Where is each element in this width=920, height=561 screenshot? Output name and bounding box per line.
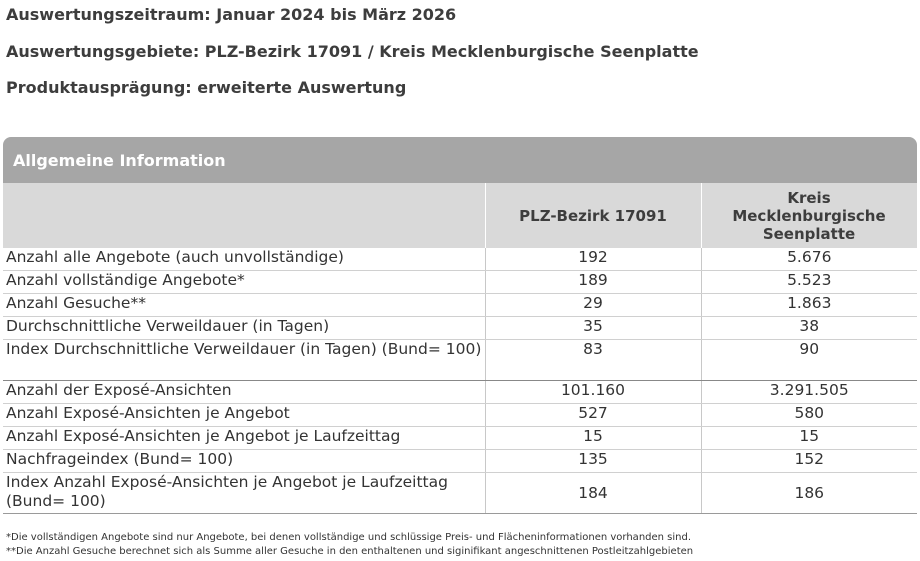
plz-value: 527 (484, 403, 701, 427)
row-label: Index Durchschnittliche Verweildauer (in… (3, 339, 485, 381)
plz-value: 184 (484, 472, 701, 514)
kreis-value: 186 (700, 472, 917, 514)
table-header-row: PLZ-Bezirk 17091 Kreis Mecklenburgische … (3, 183, 917, 248)
kreis-value: 15 (700, 426, 917, 450)
table-row: Anzahl Gesuche** 29 1.863 (3, 293, 917, 317)
row-label: Anzahl Exposé-Ansichten je Angebot (3, 403, 485, 427)
header-cell-plz: PLZ-Bezirk 17091 (485, 183, 702, 248)
footnote-complete-offers: *Die vollständigen Angebote sind nur Ang… (6, 532, 692, 543)
general-information-panel: Allgemeine Information PLZ-Bezirk 17091 … (3, 137, 917, 528)
plz-value: 35 (484, 316, 701, 340)
table-row: Index Durchschnittliche Verweildauer (in… (3, 339, 917, 381)
row-label: Anzahl vollständige Angebote* (3, 270, 485, 294)
plz-value: 29 (484, 293, 701, 317)
kreis-value: 152 (700, 449, 917, 473)
kreis-value: 5.523 (700, 270, 917, 294)
kreis-value: 90 (700, 339, 917, 381)
header-cell-kreis: Kreis Mecklenburgische Seenplatte (701, 183, 917, 248)
kreis-value: 1.863 (700, 293, 917, 317)
plz-value: 101.160 (484, 380, 701, 404)
plz-value: 189 (484, 270, 701, 294)
row-label: Anzahl Exposé-Ansichten je Angebot je La… (3, 426, 485, 450)
evaluation-period: Auswertungszeitraum: Januar 2024 bis Mär… (6, 5, 457, 24)
plz-value: 83 (484, 339, 701, 381)
panel-title: Allgemeine Information (3, 137, 917, 183)
table-row: Nachfrageindex (Bund= 100) 135 152 (3, 449, 917, 473)
kreis-value: 580 (700, 403, 917, 427)
kreis-value: 5.676 (700, 248, 917, 271)
plz-value: 135 (484, 449, 701, 473)
table-row: Anzahl vollständige Angebote* 189 5.523 (3, 270, 917, 294)
header-cell-label (3, 183, 486, 248)
product-variant: Produktausprägung: erweiterte Auswertung (6, 78, 407, 97)
row-label: Anzahl Gesuche** (3, 293, 485, 317)
table-row: Index Anzahl Exposé-Ansichten je Angebot… (3, 472, 917, 514)
general-information-table: PLZ-Bezirk 17091 Kreis Mecklenburgische … (3, 183, 917, 514)
evaluation-areas: Auswertungsgebiete: PLZ-Bezirk 17091 / K… (6, 42, 699, 61)
row-label: Nachfrageindex (Bund= 100) (3, 449, 485, 473)
table-row: Anzahl Exposé-Ansichten je Angebot je La… (3, 426, 917, 450)
row-label: Durchschnittliche Verweildauer (in Tagen… (3, 316, 485, 340)
table-row: Anzahl Exposé-Ansichten je Angebot 527 5… (3, 403, 917, 427)
plz-value: 15 (484, 426, 701, 450)
table-row: Anzahl alle Angebote (auch unvollständig… (3, 248, 917, 271)
kreis-value: 38 (700, 316, 917, 340)
plz-value: 192 (484, 248, 701, 271)
table-row: Durchschnittliche Verweildauer (in Tagen… (3, 316, 917, 340)
kreis-value: 3.291.505 (700, 380, 917, 404)
row-label: Index Anzahl Exposé-Ansichten je Angebot… (3, 472, 485, 514)
row-label: Anzahl der Exposé-Ansichten (3, 380, 485, 404)
row-label: Anzahl alle Angebote (auch unvollständig… (3, 248, 485, 271)
footnote-requests: **Die Anzahl Gesuche berechnet sich als … (6, 546, 694, 557)
table-row: Anzahl der Exposé-Ansichten 101.160 3.29… (3, 380, 917, 404)
